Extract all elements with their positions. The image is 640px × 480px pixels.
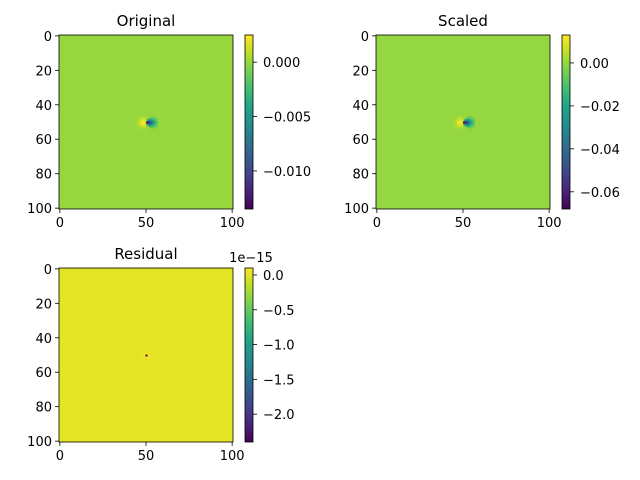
colorbar-tick: 0.00 [570,57,609,72]
y-tick-label: 80 [352,168,369,183]
y-tick: 80 [35,401,59,416]
colorbar-tick-label: −0.04 [580,143,620,158]
y-tick-label: 0 [361,30,369,45]
heatmap-feature [133,109,159,135]
x-tick: 0 [56,442,64,464]
colorbar-tick: −0.04 [570,143,620,158]
x-tick: 100 [220,442,245,464]
colorbar-tick: −1.5 [253,373,295,388]
colorbar-tick-label: −0.5 [263,304,295,319]
y-tick: 40 [35,99,59,114]
colorbar-tick: 0.0 [253,269,284,284]
x-tick-label: 0 [373,216,381,231]
y-tick: 60 [352,133,376,148]
colorbar-tick: −0.5 [253,304,295,319]
colorbar [244,34,254,210]
y-tick: 20 [35,64,59,79]
y-tick-label: 0 [44,263,52,278]
colorbar [561,34,571,210]
y-tick-label: 20 [352,64,369,79]
y-tick-label: 80 [35,168,52,183]
y-tick-label: 40 [352,99,369,114]
y-tick-label: 60 [352,133,369,148]
y-tick-label: 40 [35,99,52,114]
y-tick: 80 [352,168,376,183]
colorbar-tick-label: −0.06 [580,186,620,201]
x-tick: 50 [138,442,155,464]
colorbar-tick-label: −2.0 [263,408,295,423]
y-tick: 20 [35,297,59,312]
colorbar-tick-label: −1.5 [263,373,295,388]
colorbar-tick: −0.010 [253,165,311,180]
y-tick: 20 [352,64,376,79]
y-tick: 40 [352,99,376,114]
colorbar-tick-label: 0.00 [580,57,609,72]
y-tick: 60 [35,133,59,148]
y-tick: 80 [35,168,59,183]
y-tick-label: 0 [44,30,52,45]
x-tick-label: 0 [56,449,64,464]
x-tick: 50 [138,209,155,231]
y-tick-label: 20 [35,297,52,312]
y-tick: 100 [27,202,59,217]
panel-scaled: Scaled 0 50 100 0 20 40 60 80 100 0.00 −0.02 −0.04 −0… [344,12,620,231]
x-tick: 0 [373,209,381,231]
x-tick-label: 50 [138,449,155,464]
colorbar-tick-label: 0.000 [263,56,300,71]
colorbar-tick-label: −0.02 [580,100,620,115]
colorbar-tick: −0.02 [570,100,620,115]
colorbar-tick: 0.000 [253,56,300,71]
y-tick-label: 20 [35,64,52,79]
colorbar-tick-label: 0.0 [263,269,284,284]
x-tick-label: 0 [56,216,64,231]
chart-title: Original [117,12,176,30]
x-tick-label: 50 [455,216,472,231]
heatmap-feature [139,348,154,363]
x-tick-label: 100 [220,216,245,231]
y-tick: 40 [35,332,59,347]
y-tick: 60 [35,366,59,381]
colorbar-tick: −0.06 [570,186,620,201]
heatmap-feature [450,109,476,135]
colorbar-tick-label: −0.010 [263,165,311,180]
panel-original: Original 0 50 100 0 20 40 60 80 100 0.000 −0.005 −0.… [27,12,311,231]
y-tick-label: 100 [27,435,52,450]
x-tick-label: 50 [138,216,155,231]
chart-title: Residual [114,245,177,263]
colorbar-tick-label: −1.0 [263,339,295,354]
y-tick: 0 [361,30,376,45]
chart-title: Scaled [438,12,488,30]
y-tick-label: 60 [35,133,52,148]
colorbar-tick-label: −0.005 [263,111,311,126]
x-tick: 100 [537,209,562,231]
y-tick-label: 100 [344,202,369,217]
x-tick-label: 100 [220,449,245,464]
colorbar-tick: −2.0 [253,408,295,423]
panel-residual: Residual 0 50 100 0 20 40 60 80 100 0.0 −0.5 −1.0 −1.… [27,245,294,464]
colorbar-offset-text: 1e−15 [229,251,273,266]
y-tick-label: 80 [35,401,52,416]
x-tick: 100 [220,209,245,231]
colorbar-tick: −0.005 [253,111,311,126]
y-tick-label: 100 [27,202,52,217]
y-tick: 100 [27,435,59,450]
y-tick: 100 [344,202,376,217]
x-tick-label: 100 [537,216,562,231]
colorbar-tick: −1.0 [253,339,295,354]
colorbar [244,267,254,443]
y-tick: 0 [44,30,59,45]
y-tick: 0 [44,263,59,278]
y-tick-label: 40 [35,332,52,347]
y-tick-label: 60 [35,366,52,381]
x-tick: 0 [56,209,64,231]
x-tick: 50 [455,209,472,231]
